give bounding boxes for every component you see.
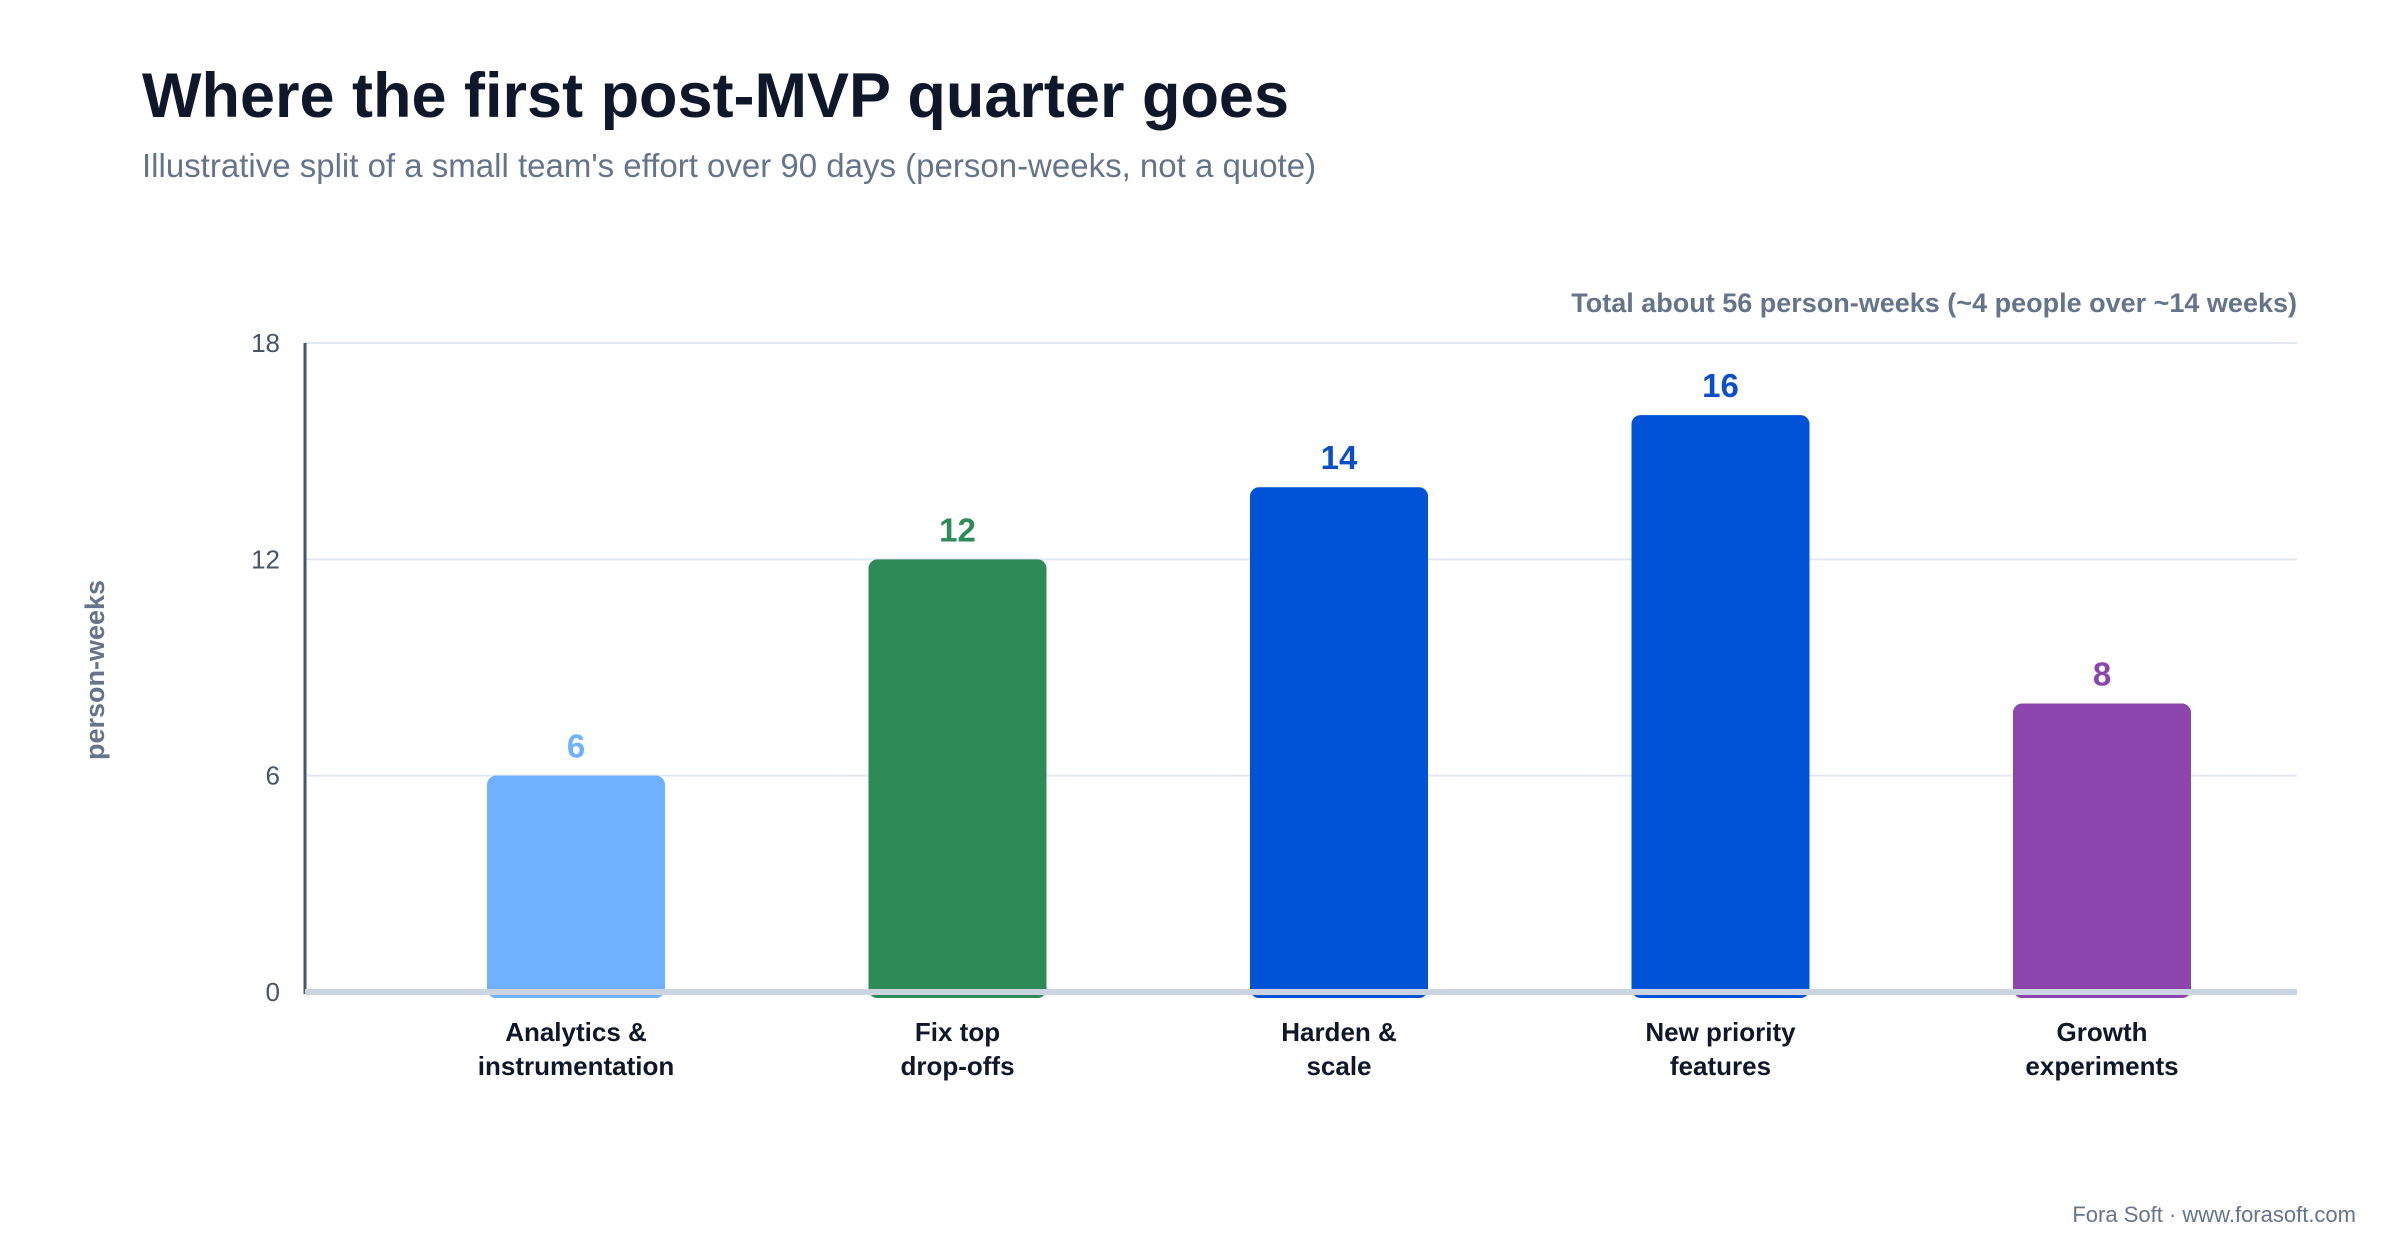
category-labels: Analytics & instrumentation Fix top drop-of… (478, 1017, 2179, 1081)
category-label: drop-offs (900, 1051, 1014, 1081)
value-labels: 6 12 14 16 8 (567, 367, 2111, 765)
bar (1631, 415, 1810, 999)
value-label: 16 (1702, 367, 1739, 404)
category-label: Growth (2057, 1017, 2148, 1047)
category-label: Fix top (915, 1017, 1000, 1047)
y-tick-label: 0 (266, 977, 280, 1007)
category-label: scale (1306, 1051, 1371, 1081)
bar (1250, 487, 1428, 998)
credit-text: Fora Soft · www.forasoft.com (2072, 1202, 2356, 1227)
chart-subtitle: Illustrative split of a small team's eff… (142, 147, 1316, 184)
total-annotation: Total about 56 person-weeks (~4 people o… (1571, 288, 2297, 318)
value-label: 14 (1321, 439, 1358, 476)
y-axis-ticks: 0 6 12 18 (251, 328, 280, 1007)
value-label: 8 (2093, 656, 2111, 693)
category-label: experiments (2025, 1051, 2178, 1081)
category-label: instrumentation (478, 1051, 674, 1081)
chart-title: Where the first post-MVP quarter goes (142, 61, 1289, 131)
y-axis-label: person-weeks (80, 580, 110, 760)
bar (868, 559, 1047, 998)
category-label: Harden & (1281, 1017, 1397, 1047)
bars (487, 415, 2191, 999)
y-tick-label: 6 (266, 761, 280, 791)
bar (2013, 703, 2191, 998)
y-tick-label: 18 (251, 328, 280, 358)
y-tick-label: 12 (251, 544, 280, 574)
value-label: 6 (567, 728, 585, 765)
category-label: Analytics & (505, 1017, 647, 1047)
category-label: New priority (1645, 1017, 1796, 1047)
bar (487, 775, 665, 998)
axes (303, 343, 2297, 995)
value-label: 12 (939, 511, 976, 548)
category-label: features (1670, 1051, 1771, 1081)
